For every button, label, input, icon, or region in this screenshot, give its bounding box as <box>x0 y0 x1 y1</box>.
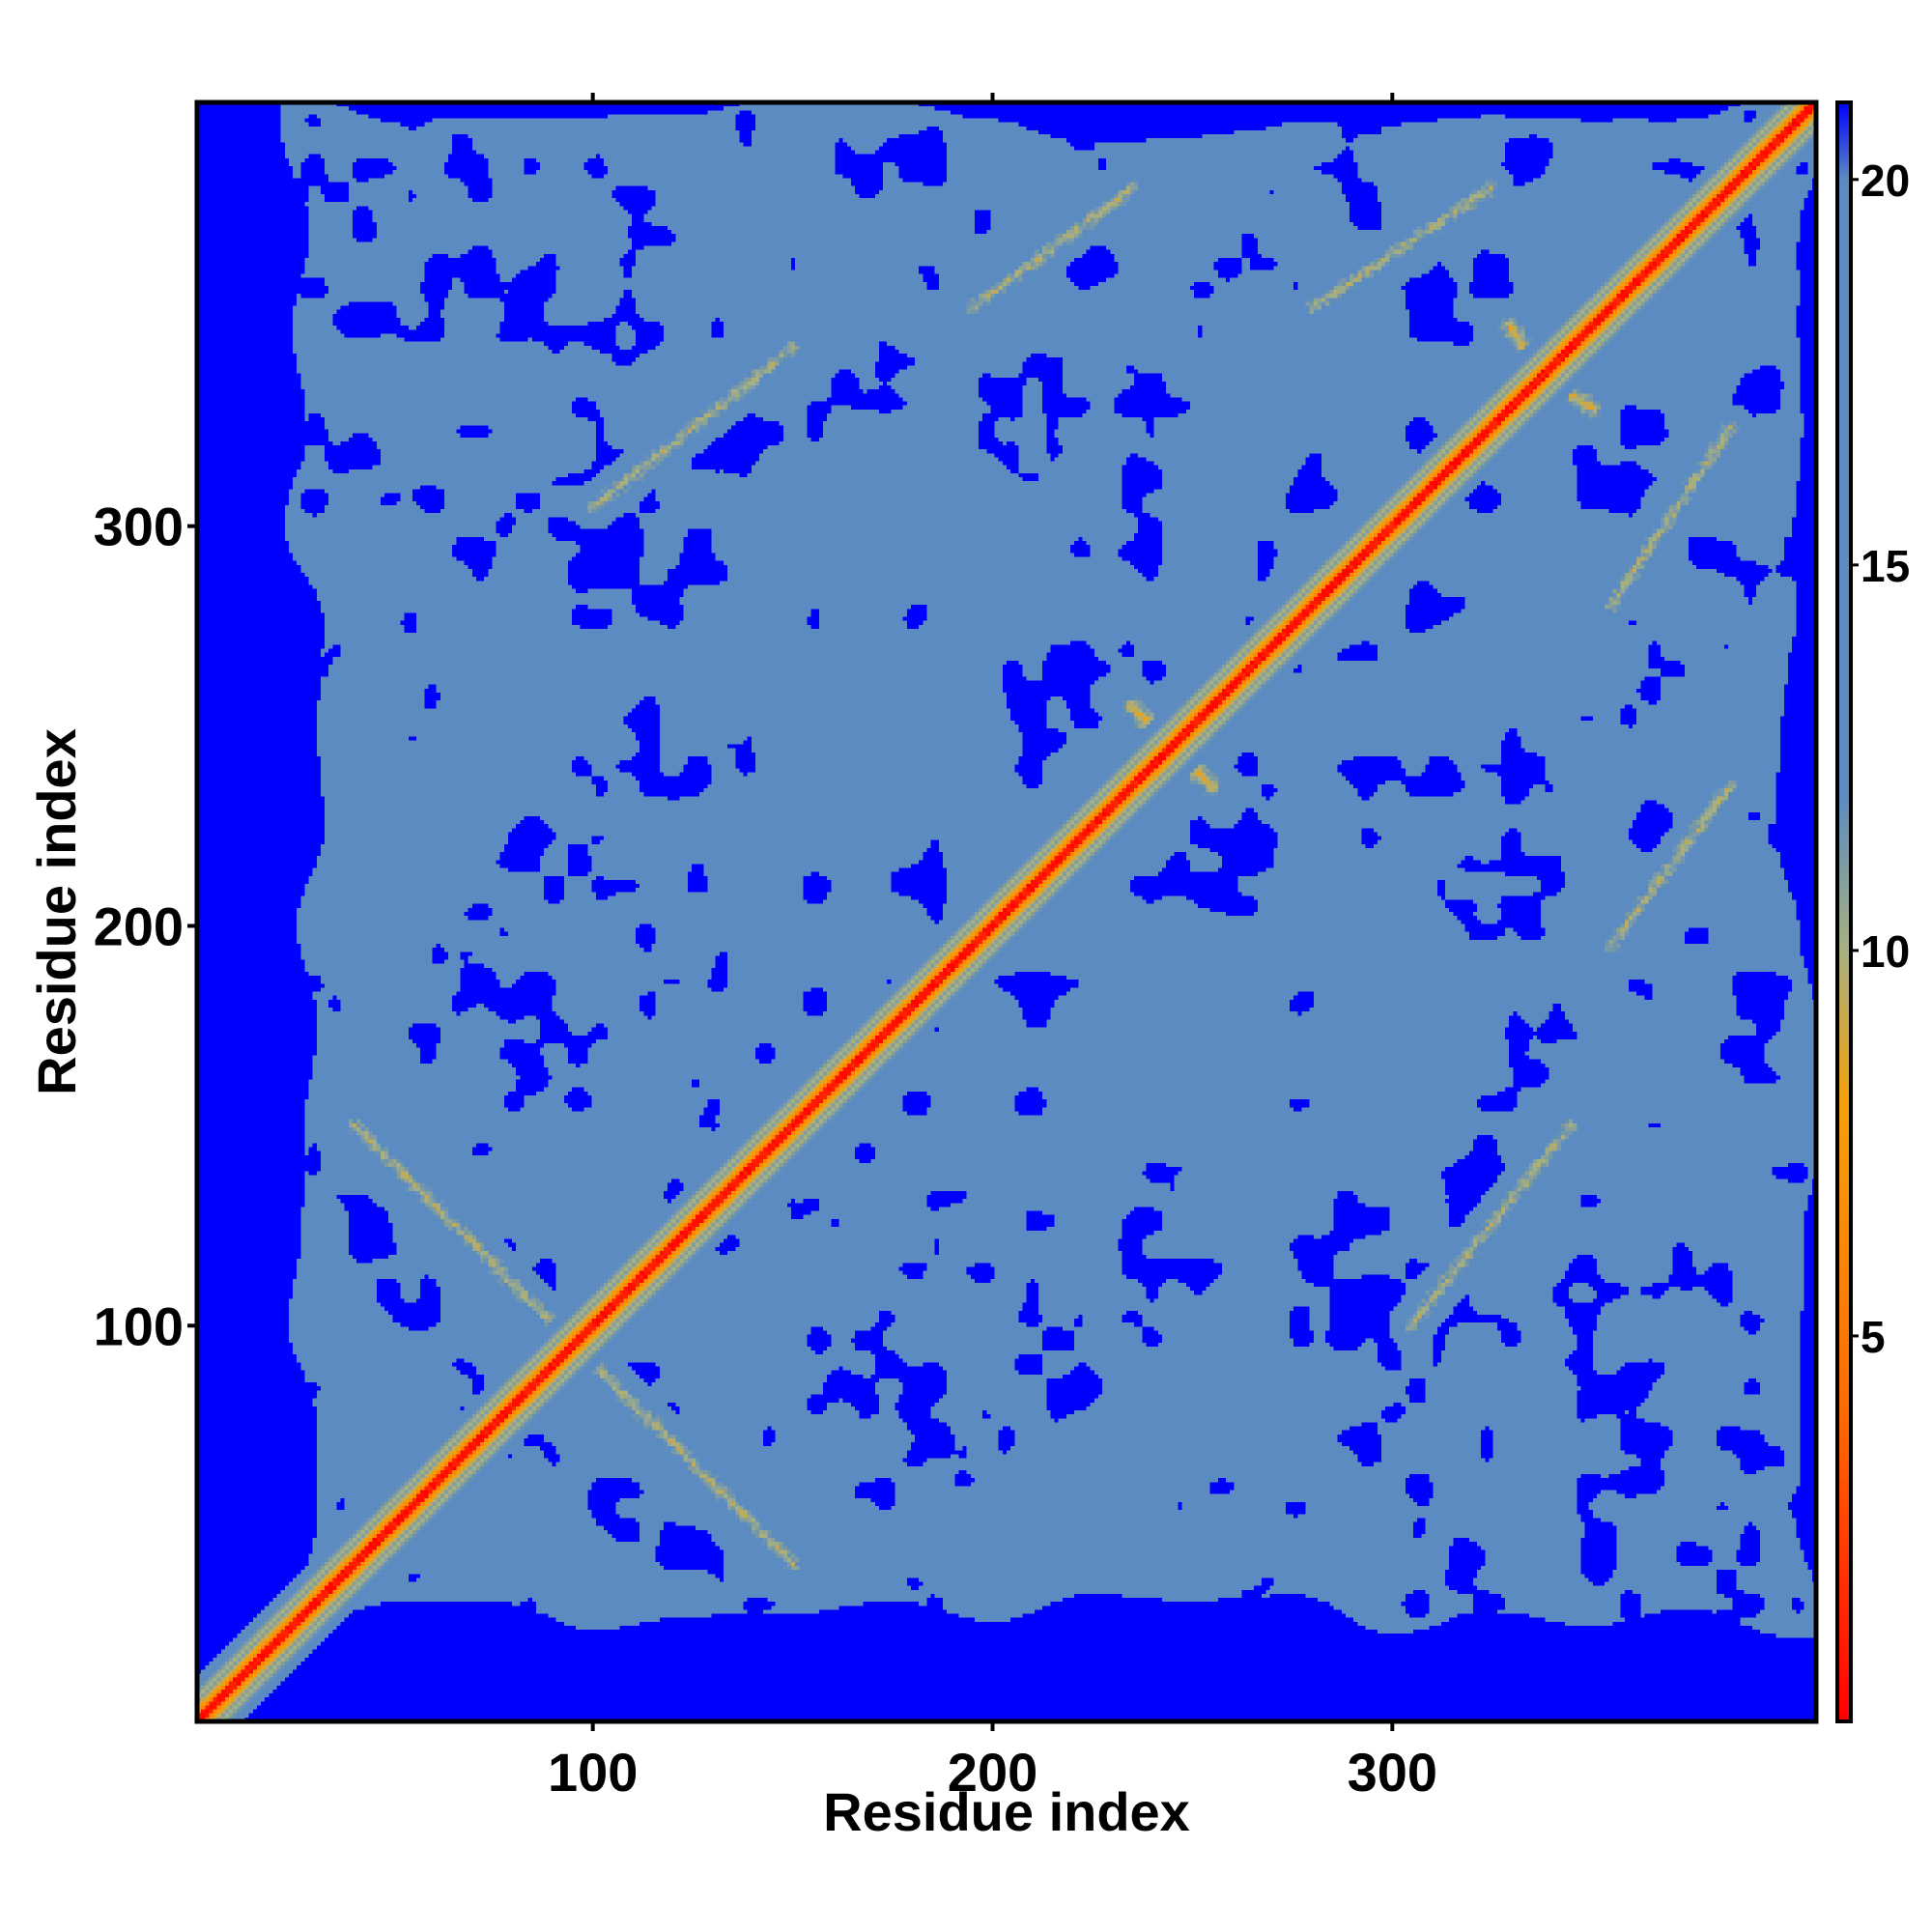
colorbar-tick-label: 20 <box>1861 156 1910 206</box>
y-tick-label: 200 <box>94 895 184 956</box>
y-tick-label: 300 <box>94 497 184 557</box>
heatmap-area <box>197 102 1816 1721</box>
y-axis-title: Residue index <box>26 728 87 1095</box>
colorbar-tick-label: 15 <box>1861 541 1910 591</box>
heatmap-image <box>197 102 1816 1721</box>
x-tick-label: 300 <box>1348 1742 1437 1803</box>
colorbar: 5 10 15 20 <box>1835 100 1910 1723</box>
colorbar-tick-label: 10 <box>1861 926 1910 977</box>
y-axis: 100 200 300 <box>94 497 197 1356</box>
x-tick-label: 100 <box>548 1742 638 1803</box>
plot-frame <box>194 99 1819 1724</box>
colorbar-tick-label: 5 <box>1861 1312 1886 1362</box>
y-tick-label: 100 <box>94 1295 184 1356</box>
x-axis-title: Residue index <box>823 1781 1190 1842</box>
x-tick-label: 200 <box>948 1742 1037 1803</box>
x-axis: 100 200 300 <box>548 93 1437 1803</box>
colorbar-gradient <box>1835 100 1853 1723</box>
